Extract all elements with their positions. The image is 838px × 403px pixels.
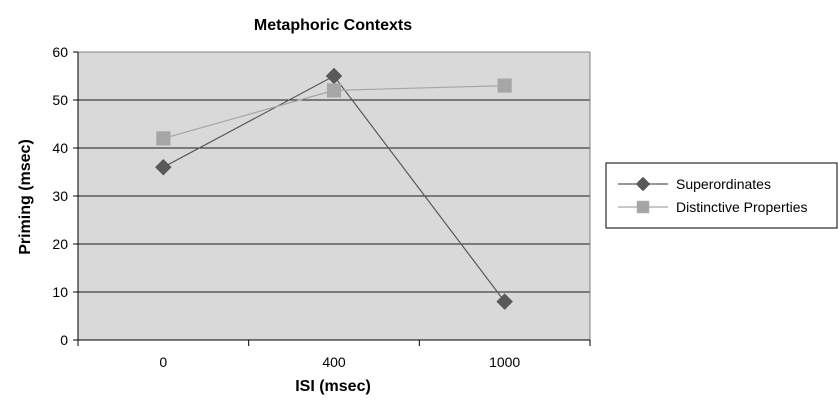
legend-label-0: Superordinates: [676, 176, 771, 192]
data-point-1: [156, 131, 171, 146]
chart-title: Metaphoric Contexts: [254, 17, 412, 34]
x-tick-label: 400: [322, 354, 346, 370]
legend: Superordinates Distinctive Properties: [605, 162, 838, 229]
data-point-0: [496, 293, 514, 310]
y-axis-title: Priming (msec): [17, 139, 34, 255]
data-point-0: [154, 158, 172, 176]
data-point-1: [497, 78, 512, 93]
y-tick-label: 30: [52, 188, 68, 204]
plot-area: 0 10 20 30 40 50 60 0 400 1000: [52, 44, 591, 370]
y-tick-label: 0: [60, 332, 68, 348]
legend-label-1: Distinctive Properties: [676, 199, 808, 215]
y-tick-label: 10: [52, 284, 68, 300]
legend-marker-1: [636, 200, 650, 214]
y-tick-label: 50: [52, 92, 68, 108]
x-axis-title: ISI (msec): [295, 378, 371, 395]
y-tick-label: 20: [52, 236, 68, 252]
x-tick-label: 1000: [489, 354, 520, 370]
legend-marker-0: [635, 176, 651, 192]
y-tick-label: 40: [52, 140, 68, 156]
legend-box: [605, 162, 838, 229]
x-tick-label: 0: [159, 354, 167, 370]
data-point-1: [326, 83, 342, 98]
y-tick-label: 60: [52, 44, 68, 60]
